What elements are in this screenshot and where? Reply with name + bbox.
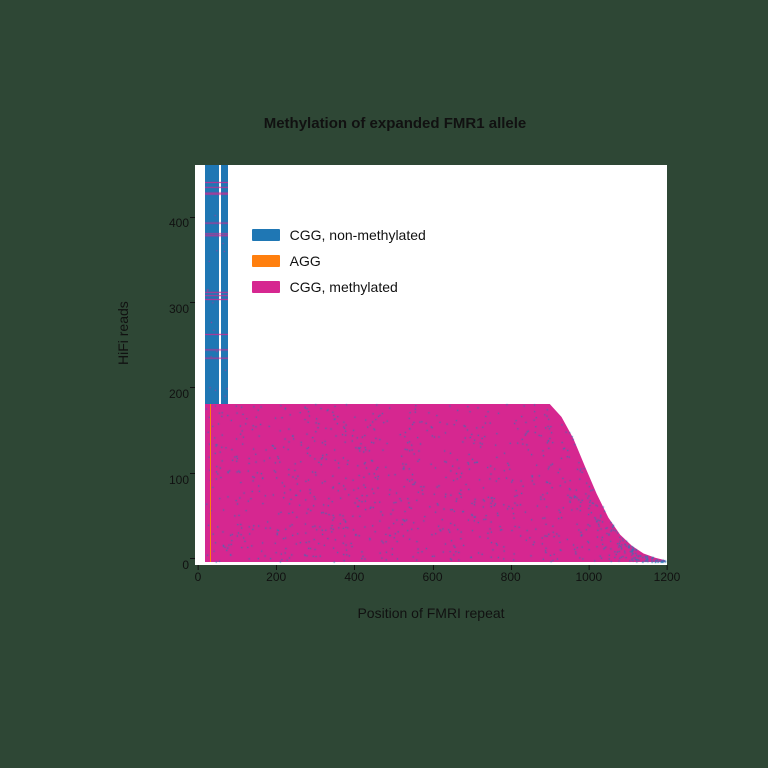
x-axis-label: Position of FMRI repeat	[195, 605, 667, 621]
plot-area: CGG, non-methylated AGG CGG, methylated	[195, 165, 667, 565]
x-tick: 1200	[654, 570, 681, 584]
legend-item: AGG	[252, 253, 426, 269]
legend-label: CGG, non-methylated	[290, 227, 426, 243]
y-tick: 100	[155, 473, 189, 481]
y-tick: 400	[155, 216, 189, 224]
y-tick: 200	[155, 387, 189, 395]
legend-swatch	[252, 281, 280, 293]
legend-label: AGG	[290, 253, 321, 269]
x-tick: 1000	[575, 570, 602, 584]
legend-item: CGG, non-methylated	[252, 227, 426, 243]
y-axis-label: HiFi reads	[115, 301, 131, 365]
chart-container: Methylation of expanded FMR1 allele HiFi…	[115, 115, 675, 655]
legend-swatch	[252, 229, 280, 241]
legend-label: CGG, methylated	[290, 279, 398, 295]
blue-speckle-in-pink	[195, 165, 667, 565]
x-tick: 600	[422, 570, 442, 584]
chart-title: Methylation of expanded FMR1 allele	[115, 115, 675, 132]
y-tick: 0	[155, 558, 189, 566]
x-tick: 800	[501, 570, 521, 584]
y-tick: 300	[155, 302, 189, 310]
legend-item: CGG, methylated	[252, 279, 426, 295]
x-tick: 0	[195, 570, 202, 584]
legend-swatch	[252, 255, 280, 267]
x-tick: 400	[344, 570, 364, 584]
agg-interruption-stripe	[210, 404, 211, 562]
x-tick: 200	[266, 570, 286, 584]
legend: CGG, non-methylated AGG CGG, methylated	[252, 227, 426, 305]
